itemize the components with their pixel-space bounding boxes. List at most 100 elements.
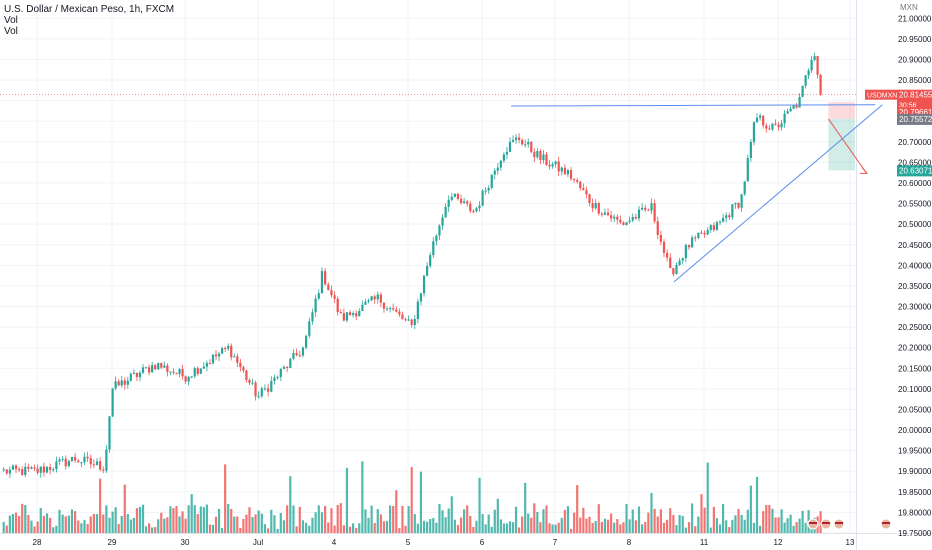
candle-body — [190, 376, 193, 378]
candle-body — [684, 244, 687, 259]
candle-body — [282, 366, 286, 369]
candle-body — [286, 366, 289, 369]
volume-bar — [36, 521, 39, 533]
volume-bar — [548, 523, 551, 533]
candle-body — [214, 354, 218, 357]
candle-body — [251, 382, 254, 384]
candle-body — [579, 181, 582, 189]
stop-loss-zone[interactable] — [828, 102, 855, 119]
price-tick-label: 20.95000 — [898, 35, 932, 44]
candle-body — [5, 469, 8, 474]
candle-body — [333, 295, 336, 299]
price-tag[interactable] — [897, 107, 932, 119]
volume-bar — [762, 511, 765, 533]
time-tick-label: 12 — [774, 538, 783, 547]
price-tick-label: 20.65000 — [898, 158, 932, 167]
price-tag[interactable] — [897, 113, 932, 125]
volume-bar — [432, 518, 435, 533]
candle-body — [527, 141, 530, 145]
candle-body — [536, 151, 539, 158]
volume-bar — [193, 505, 196, 533]
volume-bar — [77, 520, 80, 533]
volume-bar — [286, 505, 289, 533]
candle-body — [524, 144, 527, 146]
volume-bar — [576, 485, 579, 533]
volume-bar — [422, 520, 426, 533]
volume-bar — [175, 506, 178, 533]
flag-stripe — [835, 522, 843, 524]
candle-body — [697, 232, 700, 238]
volume-legend-1[interactable]: Vol — [4, 15, 18, 26]
candle-body — [151, 365, 154, 373]
candle-body — [637, 209, 641, 219]
volume-bar — [653, 508, 656, 533]
candle-body — [628, 220, 631, 223]
candle-body — [759, 115, 762, 118]
volume-bar — [298, 506, 301, 533]
candle-body — [594, 203, 597, 209]
volume-bar — [190, 494, 193, 533]
volume-bar — [666, 519, 669, 533]
candle-body — [102, 469, 105, 471]
volume-bar — [511, 522, 515, 533]
symbol-tag[interactable] — [865, 89, 897, 100]
volume-bar — [681, 516, 684, 533]
volume-bar — [208, 524, 212, 533]
volume-bar — [355, 528, 358, 533]
last-price-tag[interactable] — [897, 89, 932, 110]
volume-bar — [662, 522, 666, 533]
trendline-2[interactable] — [673, 104, 883, 283]
volume-bar — [456, 524, 460, 533]
candle-body — [202, 366, 205, 369]
price-tick-label: 20.00000 — [898, 426, 932, 435]
volume-bar — [536, 512, 539, 533]
volume-bar — [795, 522, 798, 533]
candle-body — [273, 377, 276, 382]
candle-body — [740, 194, 743, 208]
candle-body — [298, 355, 301, 357]
volume-bar — [441, 510, 444, 533]
candle-body — [613, 216, 616, 219]
time-tick-label: 8 — [627, 538, 632, 547]
volume-bar — [148, 523, 151, 533]
volume-bar — [527, 513, 530, 533]
price-tick-label: 20.55000 — [898, 200, 932, 209]
candle-body — [358, 310, 361, 317]
time-tick-label: Jul — [253, 538, 263, 547]
volume-bar — [292, 505, 295, 533]
price-tick-label: 20.90000 — [898, 56, 932, 65]
projection-arrow[interactable] — [827, 118, 867, 173]
volume-bar — [370, 505, 373, 533]
volume-bar — [765, 504, 768, 533]
volume-bar — [398, 528, 401, 533]
volume-bar — [108, 517, 111, 533]
volume-bar — [759, 525, 762, 533]
price-tick-label: 20.35000 — [898, 282, 932, 291]
candle-body — [441, 217, 444, 226]
time-tick-label: 13 — [846, 538, 855, 547]
volume-bar — [502, 523, 505, 533]
candle-body — [569, 170, 573, 179]
candle-body — [21, 469, 24, 475]
volume-bar — [466, 505, 469, 533]
volume-bar — [691, 503, 694, 533]
volume-bar — [743, 519, 746, 533]
volume-bar — [111, 511, 114, 533]
volume-bar — [453, 519, 456, 533]
candle-body — [295, 352, 298, 356]
candle-body — [426, 266, 429, 276]
volume-bar — [138, 506, 142, 533]
trendline-1[interactable] — [511, 104, 876, 107]
volume-bar — [591, 522, 594, 533]
price-tick-label: 20.70000 — [898, 138, 932, 147]
volume-legend-2[interactable]: Vol — [4, 26, 18, 37]
candle-body — [8, 469, 11, 474]
symbol-title[interactable]: U.S. Dollar / Mexican Peso, 1h, FXCM — [4, 4, 175, 15]
price-tag[interactable] — [897, 165, 932, 177]
volume-bar — [557, 522, 560, 533]
candle-body — [789, 108, 792, 112]
volume-bar — [419, 471, 423, 533]
volume-bar — [603, 518, 607, 533]
take-profit-zone[interactable] — [828, 118, 855, 171]
